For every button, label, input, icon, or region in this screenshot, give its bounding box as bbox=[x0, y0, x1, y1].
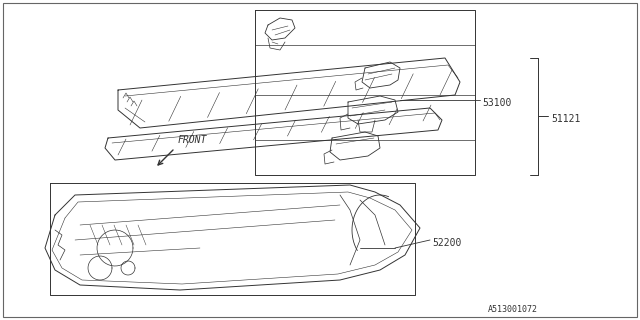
Text: 52200: 52200 bbox=[432, 238, 461, 248]
Text: 53100: 53100 bbox=[482, 98, 511, 108]
Text: FRONT: FRONT bbox=[178, 135, 207, 145]
Text: A513001072: A513001072 bbox=[488, 306, 538, 315]
Text: 51121: 51121 bbox=[551, 114, 580, 124]
